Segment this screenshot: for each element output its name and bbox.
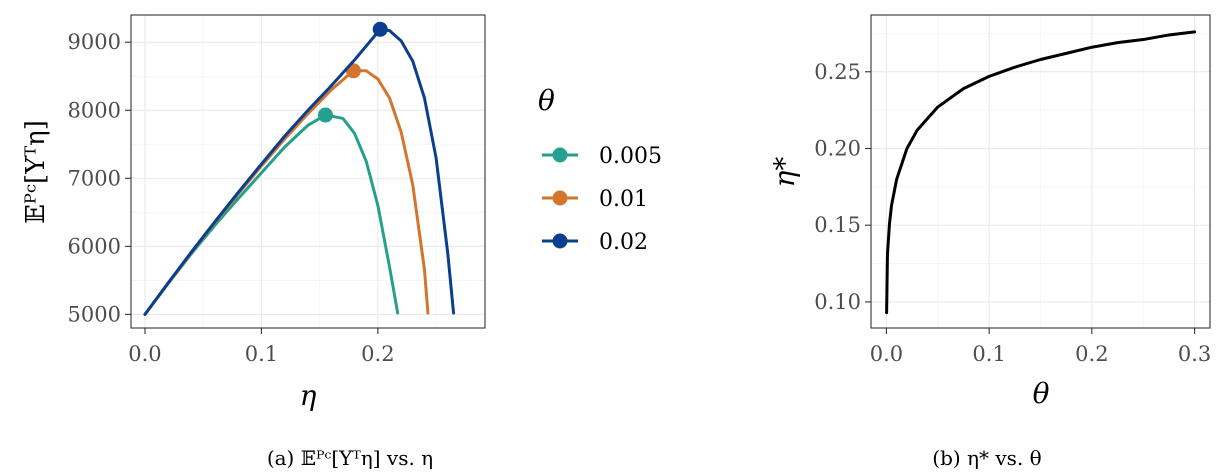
x-tick-label: 0.2: [1075, 342, 1108, 366]
y-tick-label: 7000: [68, 166, 121, 190]
x-tick-label: 0.1: [245, 342, 278, 366]
x-tick-label: 0.0: [128, 342, 161, 366]
legend-label: 0.02: [599, 230, 648, 255]
panel-a-y-ticks: 5000 6000 7000 8000 9000: [68, 30, 131, 326]
panel-b-border: [870, 14, 1211, 329]
legend-label: 0.005: [599, 144, 662, 169]
series-line: [885, 30, 1197, 315]
legend-entry: 0.02: [542, 230, 648, 255]
panel-b-caption: (b) η* vs. θ: [932, 446, 1041, 470]
panel-a-series: [143, 21, 456, 316]
panel-b-grid: [871, 15, 1210, 328]
y-tick-label: 6000: [68, 234, 121, 258]
y-tick-label: 0.15: [814, 213, 861, 237]
panel-a-y-axis-title: 𝔼ᴾᶜ[Yᵀη]: [21, 120, 51, 224]
y-tick-label: 5000: [68, 302, 121, 326]
panel-b-y-axis-title: η*: [768, 157, 801, 188]
y-tick-label: 0.25: [814, 60, 861, 84]
series-line-0.02: [143, 27, 456, 316]
x-tick-label: 0.0: [870, 342, 903, 366]
legend-title: θ: [538, 84, 555, 117]
x-tick-label: 0.3: [1178, 342, 1211, 366]
legend-entries: 0.005 0.01 0.02: [542, 144, 662, 255]
legend-entry: 0.005: [542, 144, 662, 169]
legend-label: 0.01: [599, 187, 648, 212]
panel-a-background: [131, 15, 485, 328]
series-max-point-0.02: [372, 21, 388, 37]
series-max-point-0.005: [317, 107, 333, 123]
panel-a-x-ticks: 0.0 0.1 0.2: [128, 328, 395, 366]
x-tick-label: 0.1: [972, 342, 1005, 366]
panel-a-caption: (a) 𝔼ᴾᶜ[Yᵀη] vs. η: [267, 446, 433, 470]
legend: θ 0.005 0.01 0.02: [538, 84, 662, 255]
y-tick-label: 0.10: [814, 290, 861, 314]
legend-key-point: [552, 147, 568, 163]
panel-b-series: [885, 30, 1197, 315]
legend-key-point: [552, 190, 568, 206]
y-tick-label: 0.20: [814, 136, 861, 160]
panel-b-x-ticks: 0.0 0.1 0.2 0.3: [870, 328, 1211, 366]
y-tick-label: 8000: [68, 98, 121, 122]
panel-a-x-axis-title: η: [300, 379, 317, 412]
x-tick-label: 0.2: [361, 342, 394, 366]
legend-entry: 0.01: [542, 187, 648, 212]
panel-b: 0.10 0.15 0.20 0.25 0.0 0.1 0.2 0.3 θ η*: [768, 14, 1211, 410]
panel-a: 5000 6000 7000 8000 9000 0.0 0.1 0.2 η 𝔼ᴾᶜ[Yᵀη…: [21, 14, 486, 412]
panel-b-y-ticks: 0.10 0.15 0.20 0.25: [814, 60, 871, 314]
legend-key-point: [552, 233, 568, 249]
y-tick-label: 9000: [68, 30, 121, 54]
panel-a-border: [130, 14, 486, 329]
panel-b-x-axis-title: θ: [1033, 377, 1050, 410]
